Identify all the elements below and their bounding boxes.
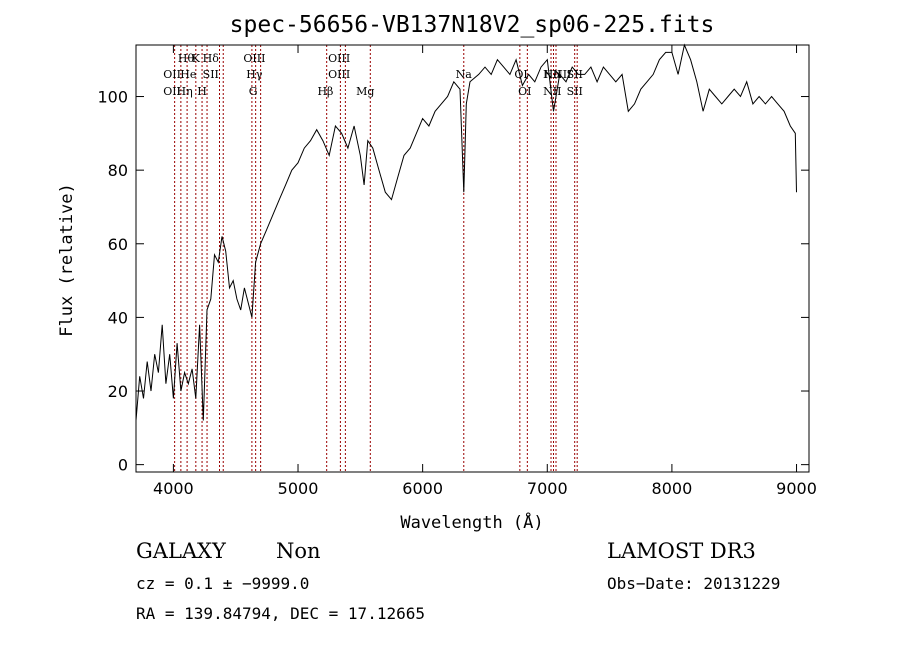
y-tick-label: 60 bbox=[108, 235, 128, 254]
line-marker-label: Hγ bbox=[246, 68, 263, 81]
line-marker-label: G bbox=[249, 85, 258, 98]
object-type: GALAXY bbox=[136, 539, 227, 563]
line-marker-label: OI bbox=[514, 68, 527, 81]
line-marker-label: OI bbox=[518, 85, 531, 98]
line-marker-label: Na bbox=[456, 68, 473, 81]
object-subclass: Non bbox=[276, 539, 321, 563]
line-marker-label: OIII bbox=[243, 52, 265, 65]
line-marker-label: OIII bbox=[328, 52, 350, 65]
line-marker-label: SII bbox=[203, 68, 219, 81]
survey-name: LAMOST DR3 bbox=[607, 539, 756, 563]
line-marker-label: OII bbox=[163, 85, 181, 98]
x-axis-ticks: 4000 5000 6000 7000 8000 9000 bbox=[153, 45, 817, 498]
line-marker-label: Hη bbox=[177, 85, 193, 98]
line-marker-label: OIII bbox=[328, 68, 350, 81]
y-tick-label: 100 bbox=[97, 88, 128, 107]
y-tick-label: 0 bbox=[118, 456, 128, 475]
obs-date: Obs−Date: 20131229 bbox=[607, 574, 780, 593]
line-marker-label: Hδ bbox=[203, 52, 220, 65]
y-tick-label: 20 bbox=[108, 382, 128, 401]
line-marker-label: NII bbox=[543, 68, 561, 81]
line-marker-label: H bbox=[197, 85, 207, 98]
line-marker-label: Mg bbox=[356, 85, 374, 98]
x-tick-label: 6000 bbox=[402, 479, 443, 498]
y-axis-ticks: 0 20 40 60 80 100 bbox=[97, 88, 809, 475]
redshift-line: cz = 0.1 ± −9999.0 bbox=[136, 574, 309, 593]
line-marker-label: Hβ bbox=[317, 85, 333, 98]
line-marker-label: K bbox=[192, 52, 201, 65]
x-tick-label: 8000 bbox=[652, 479, 693, 498]
x-tick-label: 9000 bbox=[776, 479, 817, 498]
line-marker-label: SII bbox=[567, 85, 583, 98]
spectrum-line bbox=[135, 43, 797, 421]
line-marker-label: NII bbox=[543, 85, 561, 98]
line-marker-label: Hα bbox=[544, 68, 562, 81]
chart-title: spec-56656-VB137N18V2_sp06-225.fits bbox=[230, 12, 715, 38]
line-marker-label: Hθ bbox=[178, 52, 195, 65]
plot-frame bbox=[135, 44, 810, 473]
y-axis-label: Flux (relative) bbox=[57, 183, 77, 337]
coordinates-line: RA = 139.84794, DEC = 17.12665 bbox=[136, 604, 425, 623]
x-tick-label: 7000 bbox=[527, 479, 568, 498]
line-marker-label: NII bbox=[553, 68, 571, 81]
line-marker-label: SII bbox=[567, 68, 583, 81]
x-axis-label: Wavelength (Å) bbox=[400, 511, 543, 533]
x-tick-label: 4000 bbox=[153, 479, 194, 498]
line-marker-guides bbox=[174, 45, 578, 472]
y-tick-label: 80 bbox=[108, 161, 128, 180]
line-marker-label: He bbox=[180, 68, 196, 81]
line-marker-label: OII bbox=[163, 68, 181, 81]
y-tick-label: 40 bbox=[108, 308, 128, 327]
x-tick-label: 5000 bbox=[278, 479, 319, 498]
